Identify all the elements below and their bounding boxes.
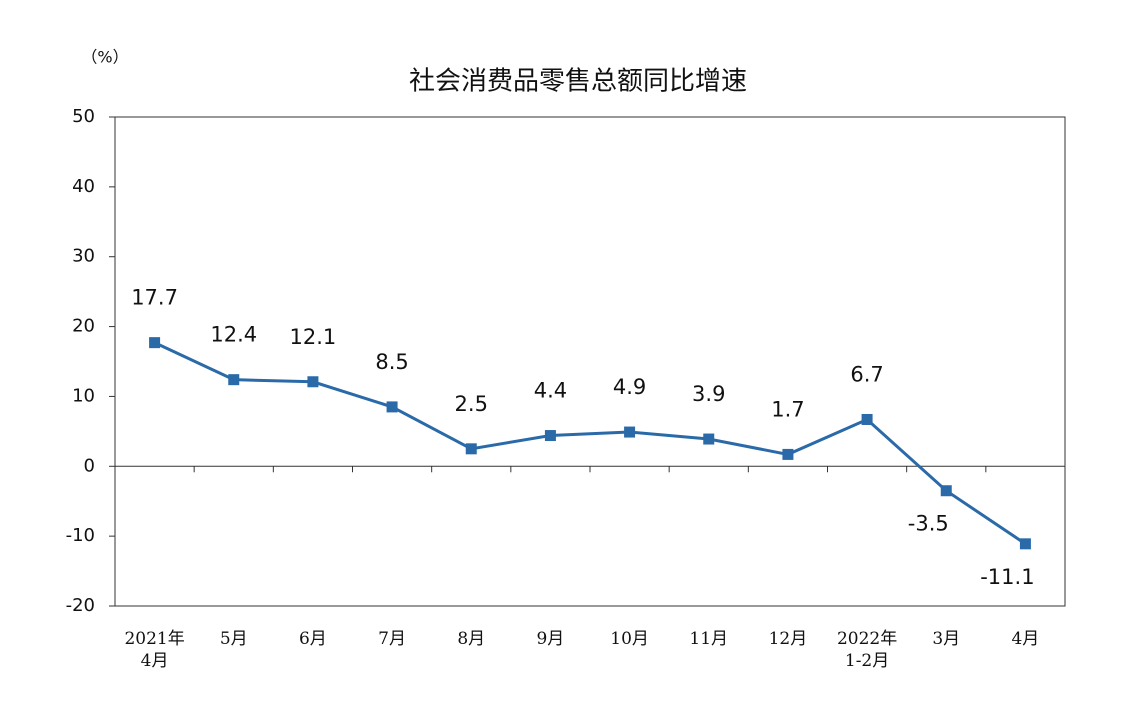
- y-tick-label: 20: [72, 316, 95, 337]
- marker: [624, 426, 636, 438]
- x-tick-label: 12月: [768, 629, 808, 649]
- x-tick-label: 2021年 4月: [124, 629, 185, 671]
- y-tick-label: -20: [66, 595, 95, 616]
- plot-frame: [114, 116, 1066, 607]
- chart-title: 社会消费品零售总额同比增速: [409, 67, 747, 97]
- x-tick-label: 9月: [536, 629, 565, 649]
- marker: [228, 374, 240, 386]
- data-label: 6.7: [850, 362, 883, 386]
- data-label: 4.9: [613, 375, 646, 399]
- line: [153, 341, 1027, 546]
- x-tick-label: 10月: [610, 629, 649, 649]
- x-tick-label: 7月: [378, 629, 406, 649]
- y-tick-label: -10: [66, 525, 95, 546]
- data-label: 17.7: [131, 286, 178, 310]
- x-tick-label: 4月: [1011, 629, 1040, 649]
- y-tick-label: 0: [84, 455, 95, 476]
- data-label: -3.5: [908, 512, 949, 536]
- marker: [703, 433, 715, 445]
- x-tick-label: 5月: [219, 629, 248, 649]
- y-tick-label: 40: [72, 176, 95, 197]
- marker: [1019, 538, 1031, 550]
- marker: [544, 430, 556, 442]
- data-label: 2.5: [455, 392, 488, 416]
- x-tick-label: 3月: [932, 629, 961, 649]
- x-tick-label: 6月: [298, 629, 327, 649]
- data-label: 12.1: [290, 325, 337, 349]
- data-label: 3.9: [692, 382, 725, 406]
- data-label: 8.5: [375, 350, 408, 374]
- y-unit: （%）: [81, 48, 128, 67]
- marker: [307, 376, 319, 388]
- marker: [861, 413, 873, 425]
- marker: [782, 448, 794, 460]
- marker: [465, 443, 477, 455]
- y-tick-label: 10: [72, 385, 95, 406]
- data-label: 1.7: [771, 397, 804, 421]
- marker: [149, 337, 161, 349]
- x-tick-label: 11月: [689, 629, 729, 649]
- x-tick-label: 2022年 1-2月: [836, 629, 898, 671]
- marker: [386, 401, 398, 413]
- data-label: 12.4: [210, 323, 257, 347]
- marker: [940, 485, 952, 497]
- data-label: -11.1: [980, 565, 1034, 589]
- y-tick-label: 50: [72, 106, 95, 127]
- x-tick-label: 8月: [457, 629, 486, 649]
- data-label: 4.4: [534, 379, 567, 403]
- y-tick-label: 30: [72, 246, 95, 267]
